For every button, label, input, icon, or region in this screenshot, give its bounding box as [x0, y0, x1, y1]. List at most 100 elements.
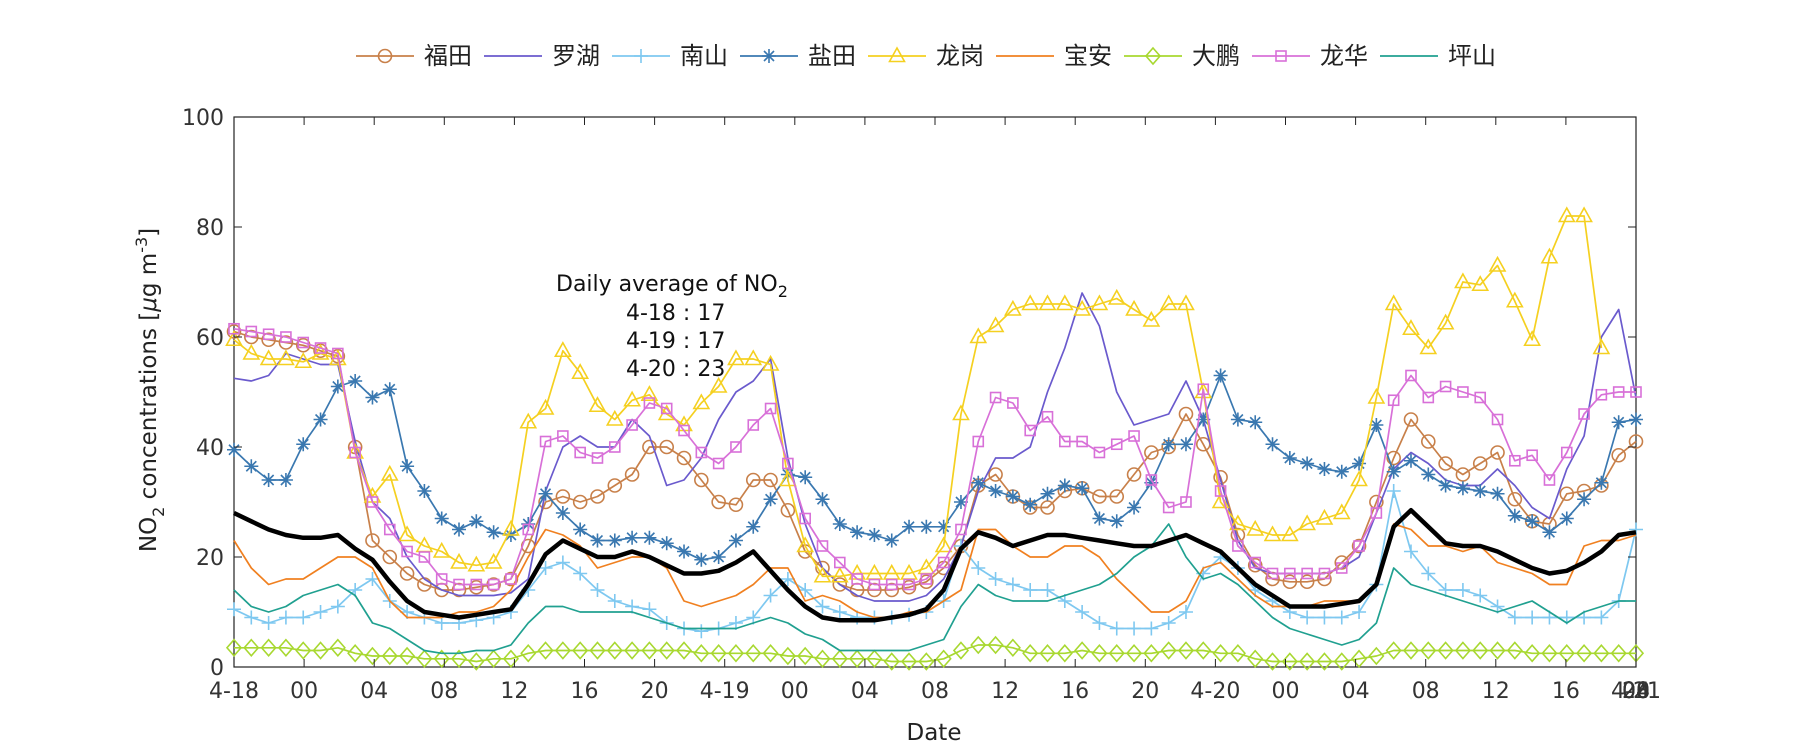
y-axis: 0 20 40 60 80 100: [182, 106, 1636, 681]
series-7-point: [1214, 485, 1227, 497]
series-3-point: [1577, 492, 1592, 507]
y-axis-title-unit: g m: [136, 253, 162, 297]
series-7-point: [1076, 435, 1088, 448]
series-7-point: [834, 556, 846, 569]
series-7-point: [1024, 424, 1036, 437]
series-3-point: [607, 533, 622, 548]
series-2-point: [296, 610, 311, 625]
series-0-point: [1611, 447, 1626, 463]
series-6-point: [727, 644, 745, 663]
series-7-point: [314, 342, 327, 354]
x-tick-label: 20: [1622, 679, 1650, 704]
series-4-point: [1055, 294, 1074, 311]
series-7-point: [297, 336, 310, 349]
series-2-point: [1127, 621, 1142, 636]
legend-point: [1144, 46, 1162, 66]
series-4-point: [1280, 525, 1299, 542]
series-2-point: [607, 594, 622, 608]
series-0-point: [555, 489, 571, 504]
series-4-point: [1125, 299, 1143, 316]
x-tick-label: 4-18: [209, 679, 259, 704]
series-3-point: [382, 382, 397, 397]
series-3-point: [1369, 418, 1384, 432]
series-4-point: [830, 566, 849, 583]
y-axis-title-close: ]: [136, 228, 162, 237]
series-6-point: [658, 641, 675, 660]
series-6-point: [485, 649, 502, 668]
series-4-point: [761, 354, 780, 371]
series-2-point: [1023, 583, 1038, 597]
series-3-point: [1386, 464, 1401, 479]
series-7-point: [228, 322, 240, 335]
series-4-point: [709, 376, 728, 393]
series-0-point: [780, 502, 796, 518]
series-3-point: [452, 522, 467, 537]
series-4-point: [952, 404, 970, 421]
series-6-point: [970, 635, 987, 655]
series-6-point: [520, 644, 537, 663]
series-0-point: [624, 467, 640, 482]
series-6-point: [295, 641, 312, 660]
series-4-point: [1367, 387, 1386, 404]
series-4-point: [623, 390, 641, 407]
series-3-point: [1144, 475, 1159, 490]
legend-item: 福田: [356, 42, 472, 70]
series-0-point: [832, 577, 848, 592]
series-3-point: [1473, 484, 1488, 498]
series-3-point: [867, 528, 882, 542]
series-6-point: [1593, 644, 1610, 663]
series-2-point: [642, 602, 657, 617]
series-6-point: [1143, 644, 1160, 663]
series-2-point: [1317, 610, 1332, 625]
series-4-point: [432, 541, 451, 558]
series-6-point: [1299, 652, 1316, 671]
series-7-point: [1162, 501, 1175, 514]
series-4-point: [813, 566, 832, 583]
series-0-point: [278, 335, 294, 350]
series-2-point: [798, 583, 813, 597]
x-tick-label: 20: [1131, 679, 1159, 704]
series-3-point: [1438, 478, 1453, 493]
series-6-point: [589, 641, 606, 660]
series-6-point: [952, 641, 970, 660]
series-2-point: [1352, 605, 1367, 619]
series-3-point: [659, 536, 674, 551]
series-2-point: [590, 583, 605, 597]
series-7-point: [1093, 446, 1106, 459]
series-3-point: [417, 484, 432, 498]
series-3-point: [1300, 456, 1315, 471]
series-4-point: [744, 349, 763, 366]
legend-label: 罗湖: [552, 42, 600, 70]
series-0-point: [815, 560, 830, 576]
series-0-point: [1472, 456, 1488, 471]
annotation-line: 4-18 : 17: [626, 301, 725, 326]
series-4-point: [1523, 330, 1542, 347]
x-tick-label: 12: [991, 679, 1019, 704]
series-0-point: [988, 467, 1003, 482]
series-2-point: [1040, 583, 1055, 597]
series-7: [228, 322, 1642, 591]
series-6-point: [329, 638, 346, 657]
series-2-point: [278, 610, 293, 625]
series-2-point: [1178, 605, 1193, 619]
series-6-point: [1506, 641, 1523, 660]
series-3-point: [1040, 486, 1055, 501]
series-6-point: [814, 649, 831, 668]
series-7-point: [366, 496, 379, 508]
series-2-point: [815, 599, 830, 614]
series-0-point: [763, 472, 778, 488]
series-0-point: [694, 472, 709, 488]
series-0-point: [1420, 434, 1436, 449]
series-7-point: [851, 573, 863, 585]
series-6-point: [312, 641, 329, 660]
legend-item: 罗湖: [484, 42, 600, 70]
series-6-point: [1195, 641, 1212, 660]
series-0-point: [244, 329, 259, 345]
series-4-point: [1315, 508, 1334, 525]
series-2-point: [313, 605, 328, 619]
series-6-point: [468, 652, 485, 671]
series-7-point: [1509, 454, 1521, 467]
series-4-point: [1505, 291, 1524, 308]
series-3-point: [919, 519, 934, 534]
